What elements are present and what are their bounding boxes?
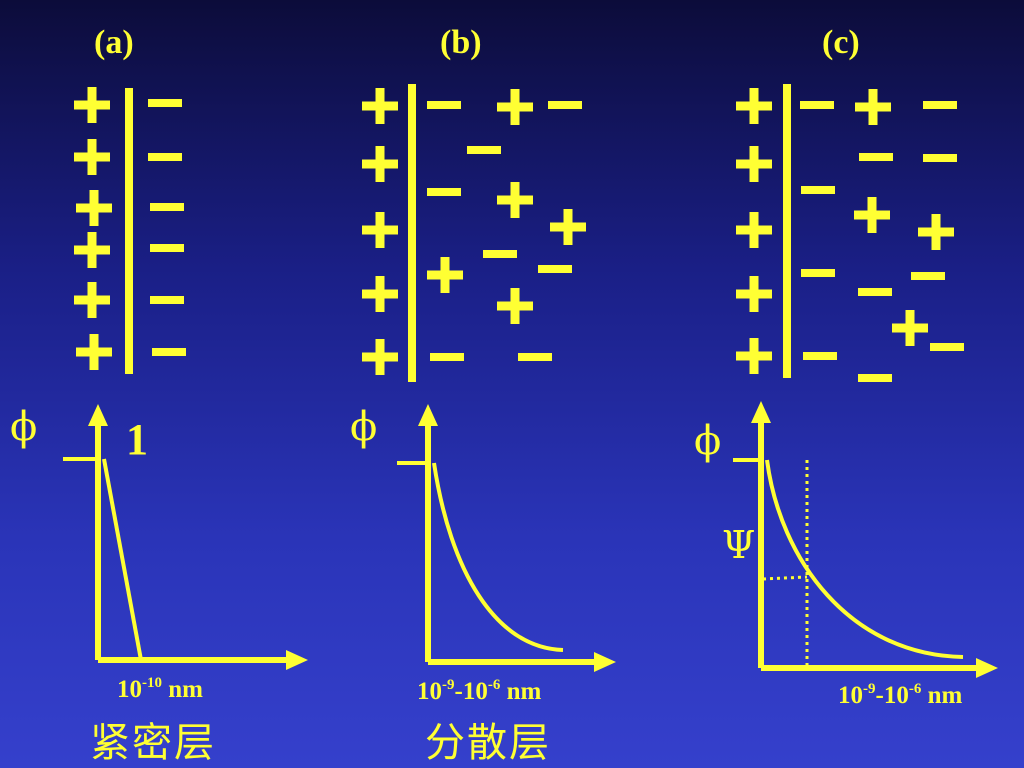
panel-b-electrode-line — [408, 84, 416, 382]
minus-icon — [800, 101, 834, 109]
panel-c-potential-curve — [765, 459, 964, 659]
panel-a-label: (a) — [94, 24, 134, 61]
minus-icon — [859, 153, 893, 161]
minus-icon — [150, 296, 184, 304]
plus-icon — [497, 89, 533, 125]
plus-icon — [736, 276, 772, 312]
panel-c-axis-label: 10-9-10-6 nm — [838, 681, 963, 709]
panel-c-dotted-horizontal — [762, 575, 808, 581]
plus-icon — [362, 339, 398, 375]
panel-c-graph — [733, 420, 980, 671]
panel-b-charges — [362, 84, 586, 382]
minus-icon — [923, 154, 957, 162]
panel-c-y-arrow-icon — [751, 401, 771, 423]
minus-icon — [150, 203, 184, 211]
plus-icon — [362, 276, 398, 312]
plus-icon — [427, 257, 463, 293]
plus-icon — [918, 214, 954, 250]
panel-c-charges — [736, 84, 964, 382]
minus-icon — [548, 101, 582, 109]
panel-a-axis-label: 10-10 nm — [117, 675, 203, 703]
minus-icon — [148, 153, 182, 161]
minus-icon — [801, 186, 835, 194]
plus-icon — [736, 88, 772, 124]
panel-c-x-arrow-icon — [976, 658, 998, 678]
panel-a-x-arrow-icon — [286, 650, 308, 670]
minus-icon — [930, 343, 964, 351]
panel-b-phi-label: ϕ — [350, 404, 378, 450]
panel-a-electrode-line — [125, 88, 133, 374]
plus-icon — [736, 338, 772, 374]
plus-icon — [74, 282, 110, 318]
panel-b-axis-label: 10-9-10-6 nm — [417, 677, 542, 705]
minus-icon — [801, 269, 835, 277]
panel-a-graph — [63, 422, 290, 663]
minus-icon — [923, 101, 957, 109]
plus-icon — [497, 182, 533, 218]
panel-c-label: (c) — [822, 24, 860, 61]
minus-icon — [858, 288, 892, 296]
plus-icon — [855, 89, 891, 125]
panel-a-caption: 紧密层 — [90, 720, 216, 766]
plus-icon — [497, 288, 533, 324]
plus-icon — [362, 146, 398, 182]
plus-icon — [736, 146, 772, 182]
panel-b-caption: 分散层 — [425, 720, 551, 766]
plus-icon — [362, 88, 398, 124]
plus-icon — [362, 212, 398, 248]
minus-icon — [911, 272, 945, 280]
minus-icon — [148, 99, 182, 107]
panel-b-label: (b) — [440, 24, 482, 61]
panel-b-x-arrow-icon — [594, 652, 616, 672]
plus-icon — [74, 139, 110, 175]
minus-icon — [430, 353, 464, 361]
panel-c-psi-label: Ψ — [722, 523, 756, 567]
plus-icon — [892, 310, 928, 346]
minus-icon — [538, 265, 572, 273]
plus-icon — [76, 190, 112, 226]
panel-a-charges — [74, 87, 186, 374]
panel-c-phi-label: ϕ — [694, 418, 722, 464]
minus-icon — [518, 353, 552, 361]
minus-icon — [152, 348, 186, 356]
minus-icon — [483, 250, 517, 258]
panel-a-y-arrow-icon — [88, 404, 108, 426]
plus-icon — [550, 209, 586, 245]
plus-icon — [74, 232, 110, 268]
panel-b-potential-curve — [432, 462, 564, 652]
minus-icon — [803, 352, 837, 360]
panel-b-graph — [397, 422, 598, 665]
panel-c-electrode-line — [783, 84, 791, 378]
minus-icon — [427, 188, 461, 196]
minus-icon — [427, 101, 461, 109]
minus-icon — [150, 244, 184, 252]
minus-icon — [467, 146, 501, 154]
panel-b-y-arrow-icon — [418, 404, 438, 426]
plus-icon — [736, 212, 772, 248]
plus-icon — [854, 197, 890, 233]
panel-a-marker: 1 — [126, 415, 148, 464]
panel-a-phi-label: ϕ — [10, 404, 38, 450]
panel-a-potential-line — [102, 458, 143, 661]
plus-icon — [74, 87, 110, 123]
minus-icon — [858, 374, 892, 382]
plus-icon — [76, 334, 112, 370]
